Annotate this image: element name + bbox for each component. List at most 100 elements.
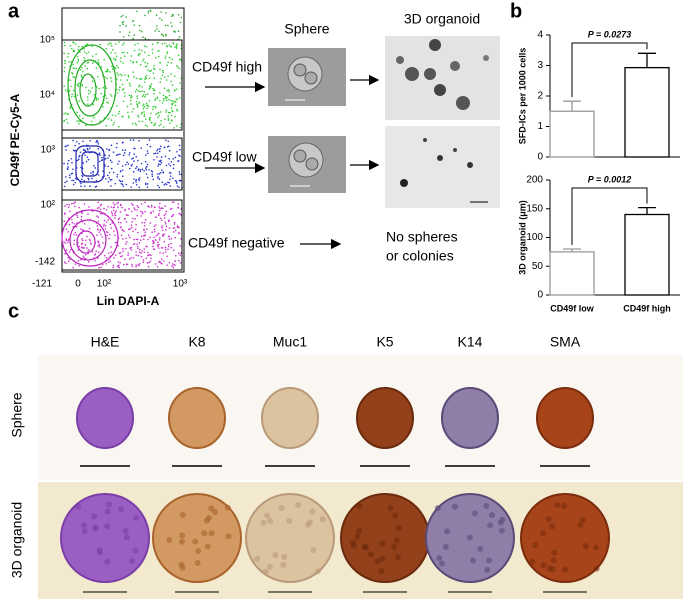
nucleus [254,555,261,562]
event-dot [100,66,103,68]
nucleus [81,528,88,535]
event-dot [157,232,160,235]
event-dot [105,221,108,223]
event-dot [139,170,142,173]
event-dot [160,123,162,126]
event-dot [141,221,144,224]
event-dot [93,93,95,96]
event-dot [98,152,101,154]
event-dot [142,58,145,61]
event-dot [114,52,117,54]
event-dot [114,67,117,70]
event-dot [178,58,181,61]
event-dot [148,70,151,73]
event-dot [147,105,150,108]
event-dot [161,169,163,171]
event-dot [154,89,156,92]
event-dot [121,141,124,144]
event-dot [166,264,168,267]
event-dot [139,63,142,66]
event-dot [71,95,73,98]
nucleus [129,558,136,565]
event-dot [107,252,110,255]
event-dot [116,142,118,145]
event-dot [179,254,182,256]
event-dot [110,206,113,208]
event-dot [144,93,147,96]
event-dot [72,63,74,66]
event-dot [92,171,95,173]
event-dot [147,12,150,14]
event-dot [177,206,179,209]
y-tick-label: 0 [537,290,543,301]
event-dot [134,44,136,46]
event-dot [141,250,143,252]
event-dot [111,65,113,68]
event-dot [107,157,109,159]
event-dot [145,173,148,175]
event-dot [147,176,149,179]
event-dot [166,64,168,67]
y-tick-label: 10³ [41,145,56,156]
event-dot [152,89,155,92]
event-dot [110,251,112,254]
event-dot [87,250,89,252]
event-dot [80,215,83,218]
event-dot [114,217,116,219]
event-dot [112,266,114,269]
event-dot [153,206,156,208]
event-dot [103,225,105,227]
event-dot [136,204,139,207]
event-dot [83,247,85,249]
event-dot [167,243,170,246]
event-dot [82,239,84,242]
event-dot [146,150,149,152]
nucleus [470,557,477,564]
nucleus [387,504,394,511]
event-dot [106,69,109,71]
event-dot [122,36,125,38]
event-dot [64,59,66,62]
event-dot [138,251,141,254]
event-dot [149,222,152,224]
nucleus [104,508,111,515]
event-dot [132,71,135,73]
event-dot [132,182,135,184]
event-dot [164,183,167,185]
event-dot [112,264,115,267]
event-dot [130,224,133,226]
event-dot [130,95,133,98]
nucleus [378,568,385,575]
event-dot [165,79,168,81]
event-dot [168,44,171,46]
event-dot [166,89,168,92]
event-dot [144,218,147,221]
event-dot [99,204,102,207]
event-dot [175,46,178,48]
event-dot [135,100,138,103]
event-dot [146,125,149,128]
event-dot [81,238,83,240]
event-dot [164,205,166,207]
event-dot [143,221,146,224]
event-dot [175,44,178,47]
event-dot [125,183,128,186]
event-dot [67,241,69,244]
event-dot [162,97,165,100]
event-dot [161,225,164,227]
event-dot [156,97,159,100]
event-dot [110,80,113,83]
event-dot [87,103,89,105]
nucleus [75,503,82,510]
event-dot [74,144,76,147]
event-dot [76,94,79,96]
event-dot [165,111,167,113]
event-dot [82,149,85,151]
event-dot [151,52,154,54]
outcome-text: No spheres [386,229,458,245]
event-dot [115,210,117,212]
event-dot [118,179,121,182]
event-dot [143,111,145,113]
event-dot [167,119,170,121]
event-dot [135,179,137,182]
